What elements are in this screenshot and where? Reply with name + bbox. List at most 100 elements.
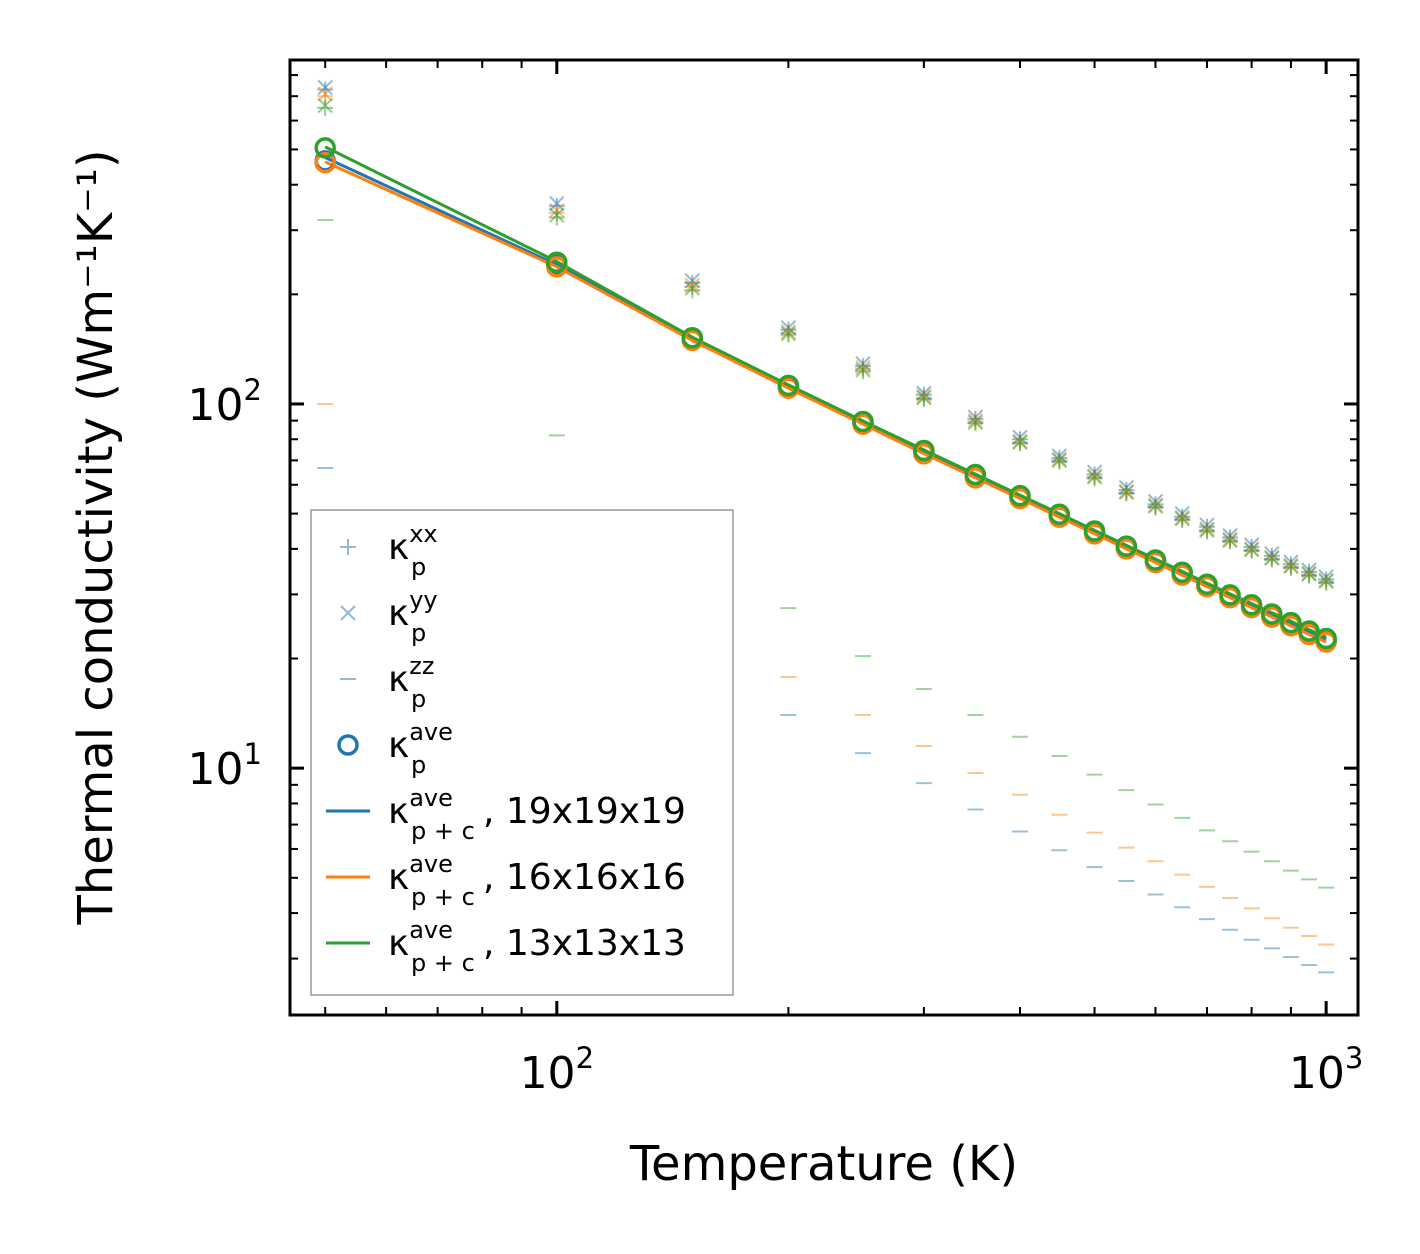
legend-superscript: ave xyxy=(409,916,453,944)
legend-box xyxy=(310,509,734,996)
tick-label-base: 10 xyxy=(520,1048,576,1099)
point-kappa-yy xyxy=(1199,517,1215,533)
point-kappa-yy xyxy=(317,97,333,114)
point-kappa-ave xyxy=(1280,611,1302,634)
legend-symbol: κ xyxy=(388,725,409,766)
legend-suffix: , 19x19x19 xyxy=(483,791,686,832)
tick-label-base: 10 xyxy=(188,744,244,795)
series-kappa-yy-19x19x19 xyxy=(317,79,1334,585)
legend-plus-marker xyxy=(340,539,356,555)
point-kappa-yy xyxy=(684,277,700,293)
legend-item: κave p xyxy=(337,718,453,779)
tick-label-exponent: 1 xyxy=(244,737,262,771)
point-kappa-ave xyxy=(1009,484,1031,507)
point-kappa-ave xyxy=(314,151,336,174)
point-kappa-yy xyxy=(1012,429,1028,446)
point-kappa-ave xyxy=(546,251,568,273)
legend-symbol: κ xyxy=(388,527,409,568)
point-kappa-ave xyxy=(777,374,800,397)
point-kappa-yy xyxy=(1147,493,1164,510)
point-kappa-yy xyxy=(1174,505,1190,522)
legend-item: κxx p xyxy=(340,520,438,581)
point-kappa-yy xyxy=(1051,452,1068,469)
legend-symbol: κ xyxy=(388,593,409,634)
point-kappa-yy xyxy=(1118,484,1135,501)
point-kappa-ave xyxy=(1048,503,1071,525)
legend-x-marker xyxy=(340,605,356,621)
legend-symbol: κ xyxy=(388,791,409,832)
point-kappa-yy xyxy=(855,362,871,378)
point-kappa-yy xyxy=(967,409,984,425)
legend-item: κave p + c , 16x16x16 xyxy=(326,850,686,911)
point-kappa-yy xyxy=(317,86,333,102)
tick-label-base: 10 xyxy=(188,380,244,431)
point-kappa-yy xyxy=(1318,573,1334,589)
legend-subscript: p + c xyxy=(411,817,475,845)
point-kappa-yy xyxy=(916,390,932,406)
legend-label: κxx p xyxy=(388,520,438,581)
point-kappa-yy xyxy=(1301,562,1317,578)
legend-subscript: p + c xyxy=(411,883,475,911)
point-kappa-ave xyxy=(913,439,935,462)
line-kappa-pc-16x16x16 xyxy=(324,160,1327,644)
legend-circle-marker xyxy=(337,734,359,756)
point-kappa-yy xyxy=(1301,566,1317,582)
point-kappa-yy xyxy=(967,414,984,431)
legend-label: κyy p xyxy=(388,586,438,647)
legend-label: κzz p xyxy=(388,652,434,713)
legend-suffix: , 16x16x16 xyxy=(483,857,686,898)
point-kappa-yy xyxy=(780,319,797,336)
legend-subscript: p + c xyxy=(411,949,475,977)
point-kappa-yy xyxy=(1051,448,1068,464)
point-kappa-yy xyxy=(1222,532,1238,549)
legend-superscript: zz xyxy=(409,652,434,680)
y-axis-label: Thermal conductivity (Wm⁻¹K⁻¹) xyxy=(68,149,124,925)
point-kappa-yy xyxy=(1086,464,1103,480)
point-kappa-ave xyxy=(314,137,336,159)
point-kappa-ave xyxy=(1115,535,1138,557)
x-tick-label: 102 xyxy=(520,1041,594,1099)
tick-label-exponent: 3 xyxy=(1345,1041,1363,1075)
legend-suffix: , 13x13x13 xyxy=(483,923,686,964)
series-kappa-ave-13x13x13 xyxy=(314,137,1337,650)
legend-symbol: κ xyxy=(388,857,409,898)
legend-label: κave p xyxy=(388,718,453,779)
point-kappa-ave xyxy=(1083,520,1106,542)
series-kappa-yy-13x13x13 xyxy=(317,97,1334,589)
point-kappa-yy xyxy=(1264,550,1280,566)
point-kappa-yy xyxy=(1147,498,1164,514)
legend-superscript: xx xyxy=(409,520,437,548)
point-kappa-ave xyxy=(964,463,987,486)
legend-item: κave p + c , 13x13x13 xyxy=(326,916,686,977)
point-kappa-yy xyxy=(780,325,797,342)
point-kappa-ave xyxy=(1196,573,1218,595)
point-kappa-ave xyxy=(681,326,704,349)
point-kappa-ave xyxy=(1171,561,1193,584)
plot-frame xyxy=(288,58,1360,1017)
point-kappa-yy xyxy=(549,202,565,219)
legend-subscript: p xyxy=(411,553,426,581)
point-kappa-yy xyxy=(855,359,871,376)
point-kappa-ave xyxy=(1315,627,1337,650)
point-kappa-xx xyxy=(317,99,334,116)
point-kappa-yy xyxy=(684,273,700,289)
legend-item: κzz p xyxy=(340,652,434,713)
point-kappa-ave xyxy=(1240,593,1263,616)
legend-item: κyy p xyxy=(340,586,438,647)
point-kappa-yy xyxy=(1283,554,1299,570)
point-kappa-yy xyxy=(967,412,984,429)
legend-superscript: yy xyxy=(409,586,437,614)
legend-superscript: ave xyxy=(409,718,453,746)
y-tick-label: 102 xyxy=(188,373,262,431)
legend-subscript: p xyxy=(411,751,426,779)
point-kappa-yy xyxy=(855,355,871,372)
point-kappa-xx xyxy=(548,209,565,226)
point-kappa-yy xyxy=(549,195,565,212)
point-kappa-yy xyxy=(780,323,797,340)
point-kappa-yy xyxy=(1199,522,1215,538)
point-kappa-yy xyxy=(1243,537,1260,553)
legend-subscript: p xyxy=(411,685,426,713)
